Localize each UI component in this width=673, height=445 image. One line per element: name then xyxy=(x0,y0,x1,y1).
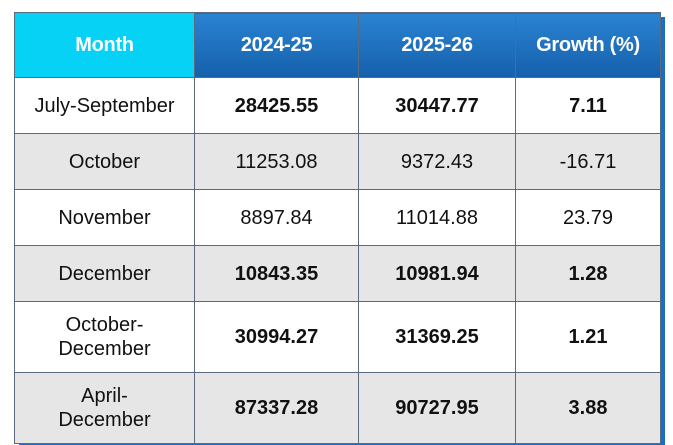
value-cell: 10981.94 xyxy=(358,245,516,302)
value-cell: 3.88 xyxy=(515,372,661,444)
month-cell: November xyxy=(14,189,195,246)
value-cell: 87337.28 xyxy=(194,372,359,444)
value-cell: 7.11 xyxy=(515,77,661,134)
month-cell: October- December xyxy=(14,301,195,373)
header-row: Month 2024-25 2025-26 Growth (%) xyxy=(14,12,661,78)
value-cell: 30447.77 xyxy=(358,77,516,134)
header-cell: 2025-26 xyxy=(358,12,516,78)
month-cell: December xyxy=(14,245,195,302)
value-cell: 31369.25 xyxy=(358,301,516,373)
month-cell: April- December xyxy=(14,372,195,444)
value-cell: 11014.88 xyxy=(358,189,516,246)
value-cell: 23.79 xyxy=(515,189,661,246)
header-cell: Month xyxy=(14,12,195,78)
data-table: Month 2024-25 2025-26 Growth (%) July-Septe… xyxy=(14,12,661,444)
header-cell: Growth (%) xyxy=(515,12,661,78)
value-cell: 30994.27 xyxy=(194,301,359,373)
table-row: October 11253.08 9372.43 -16.71 xyxy=(14,133,661,190)
table-row: November 8897.84 11014.88 23.79 xyxy=(14,189,661,246)
value-cell: 8897.84 xyxy=(194,189,359,246)
value-cell: 1.28 xyxy=(515,245,661,302)
value-cell: -16.71 xyxy=(515,133,661,190)
value-cell: 28425.55 xyxy=(194,77,359,134)
month-cell: July-September xyxy=(14,77,195,134)
value-cell: 9372.43 xyxy=(358,133,516,190)
header-cell: 2024-25 xyxy=(194,12,359,78)
table-container: Month 2024-25 2025-26 Growth (%) July-Septe… xyxy=(14,12,661,444)
table-row: December 10843.35 10981.94 1.28 xyxy=(14,245,661,302)
value-cell: 10843.35 xyxy=(194,245,359,302)
table-row: October- December 30994.27 31369.25 1.21 xyxy=(14,301,661,373)
value-cell: 90727.95 xyxy=(358,372,516,444)
table-row: July-September 28425.55 30447.77 7.11 xyxy=(14,77,661,134)
table-row: April- December 87337.28 90727.95 3.88 xyxy=(14,372,661,444)
value-cell: 1.21 xyxy=(515,301,661,373)
month-cell: October xyxy=(14,133,195,190)
value-cell: 11253.08 xyxy=(194,133,359,190)
